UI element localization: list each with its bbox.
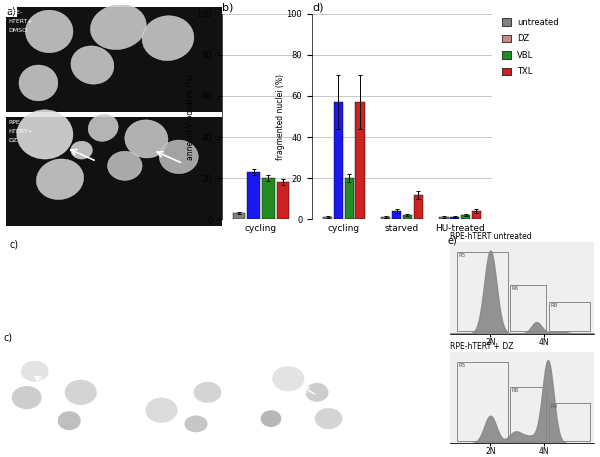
- Ellipse shape: [12, 386, 41, 409]
- Text: c): c): [4, 332, 13, 342]
- Y-axis label: fragmented nuclei (%): fragmented nuclei (%): [276, 74, 285, 159]
- Text: e): e): [447, 235, 457, 245]
- Text: R6: R6: [512, 286, 519, 291]
- Text: hTERT+: hTERT+: [8, 19, 33, 24]
- Bar: [262, 178, 275, 219]
- Ellipse shape: [160, 140, 198, 174]
- Text: b): b): [222, 3, 233, 13]
- Ellipse shape: [139, 363, 185, 401]
- Ellipse shape: [65, 380, 97, 405]
- Ellipse shape: [21, 361, 49, 382]
- Bar: [247, 172, 260, 219]
- Ellipse shape: [19, 65, 58, 101]
- Legend: untreated, DZ, VBL, TXL: untreated, DZ, VBL, TXL: [502, 18, 559, 76]
- Text: 1:45: 1:45: [221, 348, 239, 357]
- Ellipse shape: [17, 110, 73, 159]
- Text: hTERT+: hTERT+: [8, 129, 33, 134]
- Bar: [233, 213, 245, 219]
- Ellipse shape: [260, 410, 281, 427]
- Ellipse shape: [71, 46, 114, 84]
- Bar: [439, 218, 449, 219]
- Text: a): a): [6, 7, 16, 17]
- Text: RPE-: RPE-: [8, 10, 22, 15]
- Text: R5: R5: [458, 363, 466, 368]
- Text: DMSO: DMSO: [8, 28, 27, 33]
- Text: R4: R4: [551, 404, 558, 409]
- Ellipse shape: [107, 151, 142, 181]
- Text: d): d): [312, 3, 323, 13]
- Ellipse shape: [88, 114, 118, 141]
- Ellipse shape: [71, 141, 92, 159]
- Ellipse shape: [305, 383, 329, 402]
- Text: RPE-hTERT untreated: RPE-hTERT untreated: [450, 233, 532, 241]
- Ellipse shape: [272, 366, 304, 391]
- Text: c): c): [9, 240, 18, 250]
- Bar: [461, 215, 470, 219]
- Bar: [355, 102, 365, 219]
- Text: R8: R8: [551, 303, 558, 308]
- Text: DZ: DZ: [8, 138, 17, 143]
- Text: RPE-: RPE-: [8, 120, 22, 125]
- Bar: [392, 211, 401, 219]
- Bar: [381, 218, 391, 219]
- Text: 2:00: 2:00: [343, 348, 359, 357]
- Bar: [413, 195, 423, 219]
- Bar: [344, 178, 354, 219]
- FancyBboxPatch shape: [6, 7, 222, 112]
- Text: 0:00: 0:00: [100, 348, 118, 357]
- Ellipse shape: [125, 120, 168, 158]
- Bar: [450, 218, 460, 219]
- Bar: [403, 215, 412, 219]
- Ellipse shape: [145, 398, 178, 423]
- Ellipse shape: [142, 16, 194, 61]
- Text: R5: R5: [458, 253, 466, 258]
- Bar: [323, 218, 332, 219]
- Ellipse shape: [91, 4, 146, 50]
- Ellipse shape: [185, 415, 208, 432]
- Bar: [334, 102, 343, 219]
- Text: RPE-hTERT + DZ: RPE-hTERT + DZ: [450, 342, 514, 351]
- Text: R8: R8: [512, 388, 519, 393]
- Ellipse shape: [194, 382, 221, 403]
- Y-axis label: annexin-V positive (%): annexin-V positive (%): [186, 74, 195, 159]
- Ellipse shape: [25, 10, 73, 53]
- Bar: [472, 211, 481, 219]
- Ellipse shape: [58, 411, 81, 430]
- Ellipse shape: [37, 159, 83, 200]
- Ellipse shape: [314, 408, 342, 429]
- FancyBboxPatch shape: [6, 117, 222, 226]
- Bar: [277, 182, 289, 219]
